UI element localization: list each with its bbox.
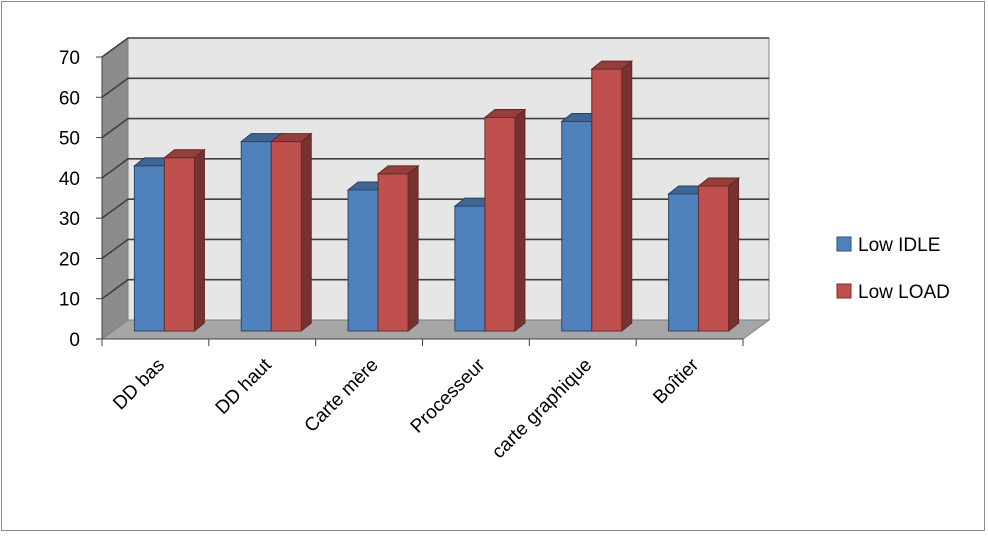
x-category-label: Boîtier	[649, 354, 703, 408]
gridline	[101, 158, 769, 179]
bar-side-face	[728, 176, 740, 333]
bar-front-face	[454, 205, 486, 332]
bar-front-face	[591, 68, 623, 332]
bar-low-load	[483, 108, 527, 333]
x-category-label: carte graphique	[488, 355, 596, 463]
bar-side-face	[514, 108, 526, 333]
bar-low-load	[376, 164, 420, 333]
bar-low-load	[162, 148, 206, 333]
legend-swatch	[836, 283, 852, 299]
y-tick-label: 30	[59, 209, 80, 230]
bar-low-load	[590, 60, 634, 333]
bar-front-face	[270, 141, 302, 332]
bar-front-face	[347, 189, 379, 332]
gridline	[101, 278, 769, 300]
gridline	[101, 37, 769, 58]
y-tick-label: 0	[69, 330, 80, 351]
y-tick-label: 50	[59, 129, 80, 150]
legend: Low IDLE Low LOAD	[836, 235, 950, 303]
bar-front-face	[484, 116, 516, 332]
x-category-label: DD haut	[212, 354, 277, 419]
y-tick-label: 20	[59, 249, 80, 270]
y-axis-tick-labels: 0 10 20 30 40 50 60 70	[59, 48, 80, 351]
legend-label: Low LOAD	[858, 282, 950, 303]
bars	[132, 60, 741, 333]
bar-side-face	[193, 148, 205, 333]
bar-front-face	[698, 185, 730, 332]
bar-front-face	[377, 173, 409, 332]
gridlines	[101, 37, 769, 300]
bar-side-face	[621, 60, 633, 333]
legend-swatch	[836, 236, 852, 252]
bar-front-face	[240, 141, 272, 332]
gridline	[101, 77, 769, 98]
y-tick-label: 70	[59, 48, 80, 69]
x-category-label: Carte mère	[301, 355, 383, 437]
bar-front-face	[668, 193, 700, 332]
bar-side-face	[407, 164, 419, 333]
legend-label: Low IDLE	[858, 235, 940, 256]
bar-front-face	[133, 165, 165, 332]
bar-front-face	[163, 157, 195, 332]
x-category-label: Processeur	[407, 354, 490, 437]
gridline	[101, 198, 769, 219]
y-tick-label: 60	[59, 88, 80, 109]
y-tick-label: 40	[59, 169, 80, 190]
x-category-label: DD bas	[109, 355, 169, 415]
gridline	[101, 117, 769, 139]
axes	[96, 56, 744, 346]
bar-front-face	[561, 121, 593, 332]
bar-side-face	[300, 132, 312, 333]
bar-low-load	[269, 132, 313, 333]
y-tick-label: 10	[59, 290, 80, 311]
side-wall	[101, 37, 129, 340]
gridline	[101, 238, 769, 260]
bar-low-load	[697, 176, 741, 333]
